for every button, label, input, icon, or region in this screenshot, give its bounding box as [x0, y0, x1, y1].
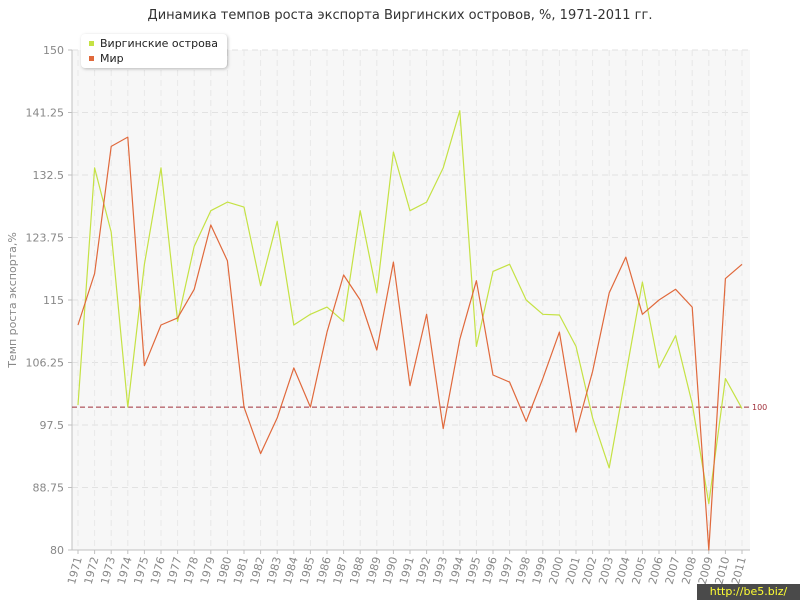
legend-label-2: Мир — [100, 52, 124, 65]
y-tick-labels: 80 88.75 97.5 106.25 115 123.75 132.5 141.25 150 — [26, 44, 72, 557]
chart-title: Динамика темпов роста экспорта Виргински… — [147, 8, 653, 23]
series-line-1[interactable] — [77, 110, 743, 505]
grid — [72, 49, 750, 550]
legend-swatch-1 — [89, 40, 94, 46]
series-line-2[interactable] — [77, 136, 743, 551]
y-tick-label: 115 — [43, 294, 64, 307]
y-tick-label: 80 — [50, 544, 64, 557]
y-tick-label: 97.5 — [40, 419, 65, 432]
legend-swatch-2 — [89, 55, 94, 61]
y-tick-label: 132.5 — [33, 169, 65, 182]
y-tick-label: 88.75 — [33, 482, 65, 495]
y-tick-label: 150 — [43, 44, 64, 57]
reference-line-group: 100 — [72, 403, 767, 412]
legend-item-series-1[interactable]: Виргинские острова — [89, 37, 218, 51]
reference-line-label: 100 — [752, 403, 767, 412]
x-tick-labels: 1971197219731974197519761977197819791980… — [65, 550, 749, 586]
legend-label-1: Виргинские острова — [100, 37, 219, 50]
x-tick-label: 2011 — [729, 555, 749, 585]
legend: Виргинские острова Мир — [81, 34, 227, 68]
watermark[interactable]: http://be5.biz/ — [697, 584, 800, 600]
y-tick-label: 141.25 — [26, 107, 65, 120]
legend-item-series-2[interactable]: Мир — [89, 52, 124, 66]
series-group — [77, 110, 743, 551]
y-tick-label: 123.75 — [26, 232, 65, 245]
y-tick-label: 106.25 — [26, 357, 65, 370]
y-axis-label: Темп роста экспорта,% — [6, 232, 19, 369]
